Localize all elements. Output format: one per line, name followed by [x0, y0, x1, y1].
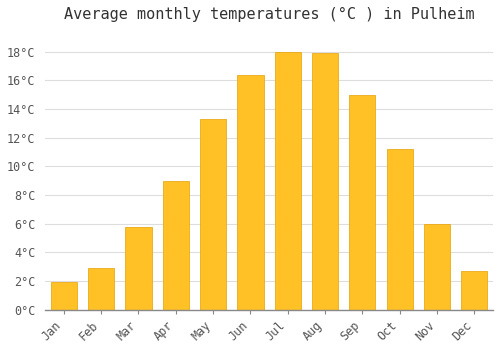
Bar — [274, 51, 301, 310]
Bar — [350, 94, 376, 310]
Bar — [386, 149, 413, 310]
Bar — [462, 271, 487, 310]
Bar — [238, 75, 264, 310]
Bar — [312, 53, 338, 310]
Bar — [200, 119, 226, 310]
Bar — [126, 226, 152, 310]
Bar — [51, 282, 77, 310]
Bar — [162, 181, 189, 310]
Bar — [88, 268, 114, 310]
Bar — [424, 224, 450, 310]
Title: Average monthly temperatures (°C ) in Pulheim: Average monthly temperatures (°C ) in Pu… — [64, 7, 474, 22]
